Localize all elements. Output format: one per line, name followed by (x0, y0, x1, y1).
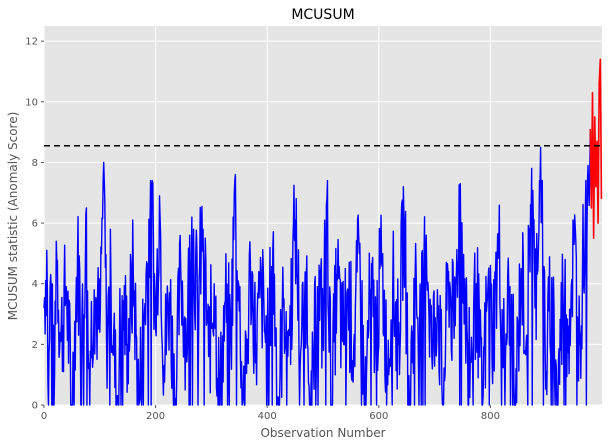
x-axis-label: Observation Number (260, 426, 385, 440)
y-tick-label: 6 (32, 219, 38, 230)
series-line-blue (43, 129, 591, 406)
x-tick-label: 600 (369, 411, 388, 422)
grid (43, 26, 602, 406)
y-tick-label: 4 (32, 279, 38, 290)
y-tick-label: 10 (25, 97, 38, 108)
y-axis-label: MCUSUM statistic (Anomaly Score) (6, 112, 20, 321)
y-ticks: 0 2 4 6 8 10 12 (25, 37, 44, 412)
y-tick-label: 12 (25, 37, 38, 48)
x-tick-label: 0 (41, 411, 47, 422)
y-tick-label: 0 (32, 401, 38, 412)
series-group (43, 58, 603, 406)
x-tick-label: 400 (258, 411, 277, 422)
y-tick-label: 2 (32, 340, 38, 351)
x-tick-label: 800 (481, 411, 500, 422)
chart-title: MCUSUM (291, 7, 354, 23)
series-line-red (589, 58, 603, 240)
y-tick-label: 8 (32, 158, 38, 169)
x-tick-label: 200 (146, 411, 165, 422)
x-ticks: 0 200 400 600 800 (41, 405, 500, 422)
